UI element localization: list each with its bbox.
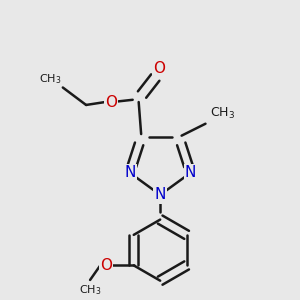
Text: CH$_3$: CH$_3$	[209, 106, 235, 121]
Text: N: N	[185, 165, 196, 180]
Text: CH$_3$: CH$_3$	[39, 72, 62, 86]
Text: O: O	[105, 94, 117, 110]
Text: O: O	[100, 258, 112, 273]
Text: O: O	[153, 61, 165, 76]
Text: N: N	[154, 188, 166, 202]
Text: CH$_3$: CH$_3$	[79, 283, 101, 297]
Text: N: N	[124, 165, 135, 180]
